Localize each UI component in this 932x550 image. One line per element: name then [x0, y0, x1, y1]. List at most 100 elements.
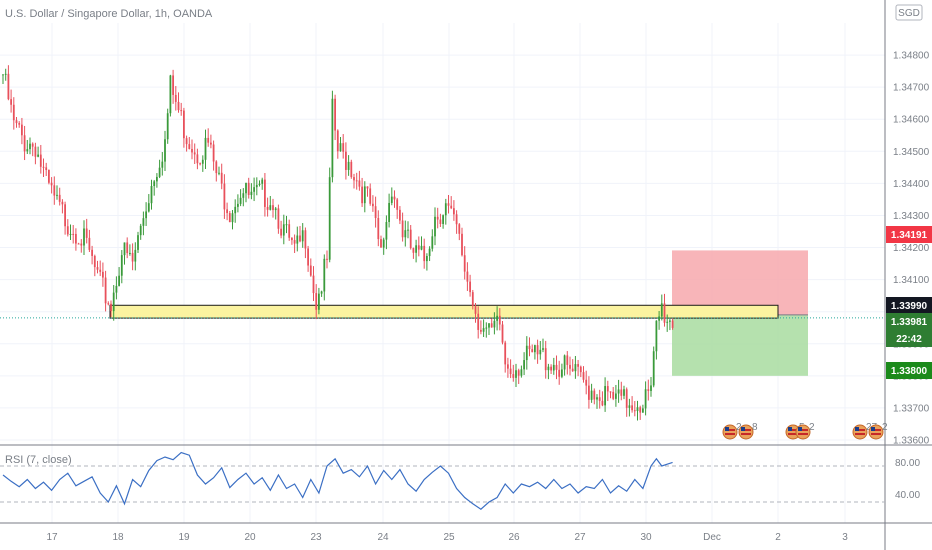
candle-body — [463, 255, 466, 272]
candle-body — [204, 137, 207, 160]
candle-body — [401, 220, 404, 238]
flag-stripe — [741, 433, 751, 435]
time-axis[interactable]: 17 18 19 20 23 24 25 26 27 30 Dec 2 3 — [46, 532, 848, 543]
event-flag-count: 8 — [752, 422, 758, 433]
last-close-price: 1.33990 — [891, 301, 928, 312]
candle-body — [617, 389, 620, 394]
candle-body — [280, 228, 282, 236]
candle-body — [374, 206, 377, 218]
currency-badge[interactable]: SGD — [895, 4, 923, 21]
candle-body — [496, 315, 498, 321]
candle-body — [650, 385, 652, 391]
event-flag-icon[interactable]: 2 — [795, 422, 815, 440]
flag-stripe — [855, 429, 865, 431]
candle-body — [390, 196, 393, 203]
candle-body — [542, 348, 544, 350]
candle-body — [423, 245, 426, 262]
flag-stripe — [855, 433, 865, 435]
candle-body — [61, 201, 64, 205]
candle-body — [247, 182, 250, 195]
candle-body — [118, 275, 120, 286]
candle-body — [404, 230, 407, 238]
candle-body — [83, 228, 85, 246]
candle-body — [161, 161, 164, 168]
candle-body — [336, 130, 339, 152]
candle-body — [201, 159, 204, 164]
candle-body — [266, 206, 269, 210]
candle-body — [671, 320, 674, 328]
candle-body — [555, 364, 558, 370]
price-tick-label: 1.34200 — [893, 243, 930, 254]
price-tick-label: 1.33700 — [893, 403, 930, 414]
take-profit-zone — [672, 314, 808, 376]
candle-body — [606, 386, 609, 392]
candle-body — [361, 186, 363, 204]
price-tick-label: 1.34700 — [893, 83, 930, 94]
event-flag-icon[interactable]: 2 — [722, 422, 742, 440]
candle-body — [372, 203, 374, 207]
candle-body — [134, 249, 137, 262]
flag-stripe — [741, 429, 751, 431]
candle-body — [490, 323, 493, 328]
candle-body — [150, 186, 153, 204]
flag-stripe — [871, 433, 881, 435]
candle-body — [493, 320, 496, 328]
candle-body — [647, 389, 650, 391]
candle-body — [631, 405, 633, 411]
candle-body — [93, 255, 96, 268]
time-tick-label: 26 — [508, 532, 520, 543]
rsi-label: RSI (7, close) — [5, 454, 72, 466]
candle-body — [110, 303, 112, 312]
candle-body — [552, 364, 555, 371]
event-flag-icon[interactable]: 2 — [868, 422, 888, 440]
economic-event-flags[interactable]: 2852272 — [722, 422, 888, 440]
price-tick-label: 1.34400 — [893, 179, 930, 190]
candle-body — [585, 379, 588, 386]
candle-body — [299, 235, 301, 242]
candle-body — [523, 360, 525, 370]
candle-body — [544, 348, 547, 371]
time-tick-label: 24 — [377, 532, 389, 543]
candle-body — [39, 154, 42, 167]
candle-body — [547, 366, 550, 371]
candle-body — [666, 321, 669, 323]
time-tick-label: 23 — [310, 532, 322, 543]
candle-body — [166, 113, 169, 140]
candle-body — [77, 243, 80, 245]
candle-body — [407, 229, 409, 231]
candle-body — [99, 269, 102, 272]
candle-body — [474, 306, 477, 314]
candle-body — [655, 320, 658, 352]
countdown-tag — [886, 330, 932, 347]
candle-body — [458, 224, 461, 234]
candles — [2, 65, 674, 421]
candle-body — [53, 185, 56, 196]
event-flag-icon[interactable]: 8 — [738, 422, 758, 440]
candle-body — [434, 216, 436, 237]
candle-body — [482, 328, 485, 332]
candle-body — [658, 316, 660, 321]
flag-stripe — [725, 429, 735, 431]
candle-body — [588, 385, 590, 400]
candle-body — [366, 186, 369, 189]
flag-stripe — [788, 429, 798, 431]
flag-canton — [741, 427, 745, 431]
candle-body — [156, 176, 158, 182]
candle-body — [644, 389, 647, 409]
candle-body — [582, 372, 585, 380]
candle-body — [466, 271, 469, 282]
time-tick-label: 25 — [443, 532, 455, 543]
candle-body — [517, 370, 520, 376]
candle-body — [169, 75, 172, 114]
time-tick-label: 18 — [112, 532, 124, 543]
candle-body — [191, 148, 193, 153]
candle-body — [331, 98, 334, 178]
candle-body — [215, 161, 218, 174]
candle-body — [18, 123, 21, 125]
candle-body — [23, 135, 26, 152]
candle-body — [21, 124, 23, 136]
candle-body — [377, 217, 380, 240]
flag-canton — [788, 427, 792, 431]
